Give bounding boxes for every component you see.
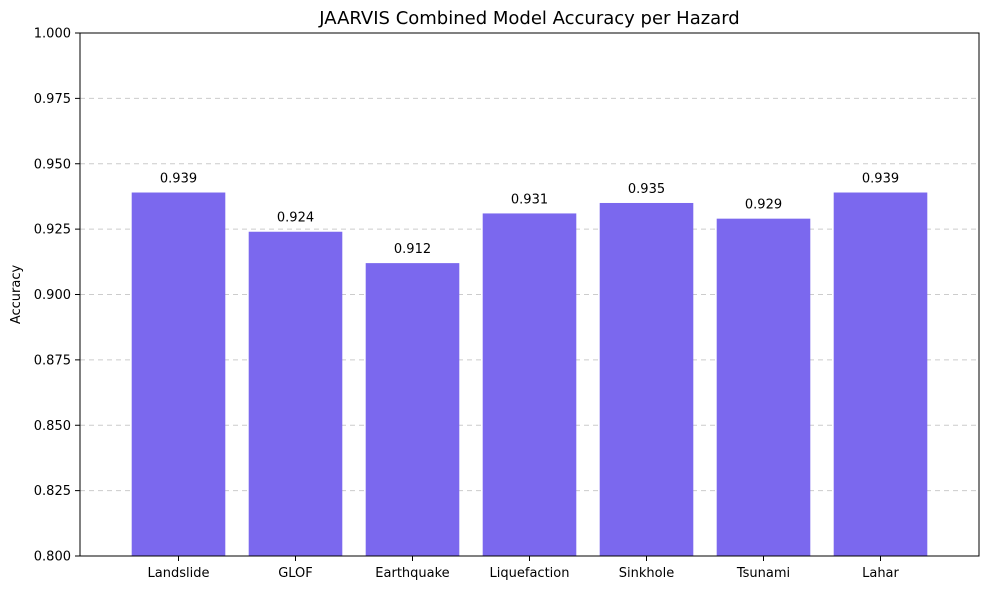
bar [248, 231, 343, 557]
bar [833, 192, 928, 556]
y-tick-label: 1.000 [34, 27, 71, 42]
x-tick-label: Landslide [148, 566, 210, 581]
value-label: 0.939 [160, 172, 197, 187]
value-label: 0.912 [394, 242, 431, 257]
y-tick-label: 0.925 [34, 223, 71, 238]
y-tick-label: 0.975 [34, 92, 71, 107]
x-tick-label: Sinkhole [619, 566, 674, 581]
y-tick-label: 0.875 [34, 353, 71, 368]
bars [131, 192, 928, 557]
bar [599, 202, 694, 556]
x-tick-label: Lahar [862, 566, 899, 581]
y-axis: 0.800 0.825 0.850 0.875 0.900 0.925 0.950 0.975… [34, 27, 80, 565]
value-label: 0.939 [862, 172, 899, 187]
y-tick-label: 0.900 [34, 288, 71, 303]
y-axis-label: Accuracy [9, 265, 24, 325]
grid-lines [80, 97, 979, 492]
chart-title: JAARVIS Combined Model Accuracy per Haza… [318, 8, 739, 29]
y-tick-label: 0.825 [34, 484, 71, 499]
value-label: 0.935 [628, 182, 665, 197]
y-tick-label: 0.800 [34, 550, 71, 565]
x-axis: Landslide GLOF Earthquake Liquefaction Sinkh… [148, 556, 900, 581]
x-tick-label: Earthquake [375, 566, 449, 581]
bar [482, 213, 577, 556]
x-tick-label: Tsunami [736, 566, 790, 581]
value-labels: 0.939 0.924 0.912 0.931 0.935 0.929 0.939 [160, 172, 899, 258]
x-tick-label: GLOF [278, 566, 313, 581]
value-label: 0.924 [277, 211, 314, 226]
y-tick-label: 0.950 [34, 157, 71, 172]
value-label: 0.929 [745, 198, 782, 213]
y-tick-label: 0.850 [34, 419, 71, 434]
bar [131, 192, 226, 556]
bar [716, 218, 811, 557]
bar [365, 263, 460, 556]
value-label: 0.931 [511, 192, 548, 207]
x-tick-label: Liquefaction [490, 566, 570, 581]
